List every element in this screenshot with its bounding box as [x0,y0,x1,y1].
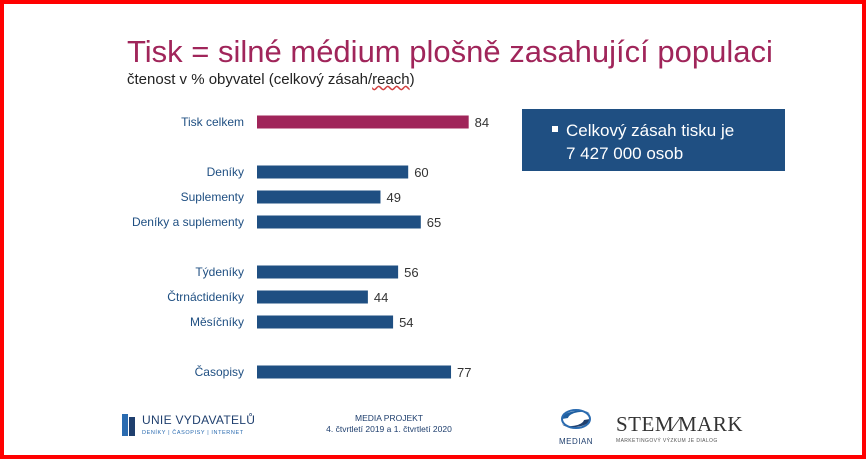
bar [257,290,368,304]
median-logo-icon [561,409,591,429]
value-label: 56 [404,265,418,280]
stem-mark-tagline: MARKETINGOVÝ VÝZKUM JE DIALOG [616,438,718,444]
stem-mark-name: STEM⁄MARK [616,412,744,436]
union-name: UNIE VYDAVATELŮ [142,413,256,427]
category-label: Tisk celkem [181,115,244,129]
bar [257,215,421,229]
union-tagline: DENÍKY | ČASOPISY | INTERNET [142,430,244,436]
callout-line1: Celkový zásah tisku je [566,121,735,140]
category-label: Suplementy [181,190,244,204]
subtitle-reach: reach [372,71,410,88]
book-logo-icon [122,414,135,436]
callout-line2: 7 427 000 osob [566,144,684,163]
bar [257,315,394,329]
slide-title: Tisk = silné médium plošně zasahující po… [127,34,773,69]
reach-callout: Celkový zásah tisku je 7 427 000 osob [522,109,785,171]
stem-mark-logo: STEM⁄MARK MARKETINGOVÝ VÝZKUM JE DIALOG [616,412,761,444]
subtitle-text: čtenost v % obyvatel (celkový zásah/ [127,71,373,88]
value-label: 54 [399,315,413,330]
category-label: Čtrnáctideníky [167,289,244,304]
bar [257,165,409,179]
bar [257,115,469,129]
category-label: Deníky a suplementy [132,215,244,229]
bar [257,190,381,204]
median-logo: MEDIAN [551,406,601,446]
bar [257,365,452,379]
value-label: 84 [475,115,489,130]
category-label: Týdeníky [195,265,244,279]
category-label: Měsíčníky [190,315,244,329]
value-label: 60 [414,165,428,180]
slide-subtitle: čtenost v % obyvatel (celkový zásah/reac… [127,71,415,88]
value-label: 77 [457,365,471,380]
project-title: MEDIA PROJEKT [354,413,423,423]
bar-chart: Tisk celkem 84 Deníky 60 Suplementy 49 Deníky … [132,115,489,380]
value-label: 65 [427,215,441,230]
project-period: 4. čtvrtletí 2019 a 1. čtvrtletí 2020 [326,424,452,434]
bar [257,265,399,279]
category-label: Časopisy [195,364,244,379]
bullet-icon [552,126,558,132]
value-label: 44 [374,290,388,305]
project-info: MEDIA PROJEKT 4. čtvrtletí 2019 a 1. čtv… [304,413,474,435]
category-label: Deníky [207,165,244,179]
median-name: MEDIAN [558,437,594,446]
subtitle-close: ) [409,71,415,88]
value-label: 49 [386,190,400,205]
